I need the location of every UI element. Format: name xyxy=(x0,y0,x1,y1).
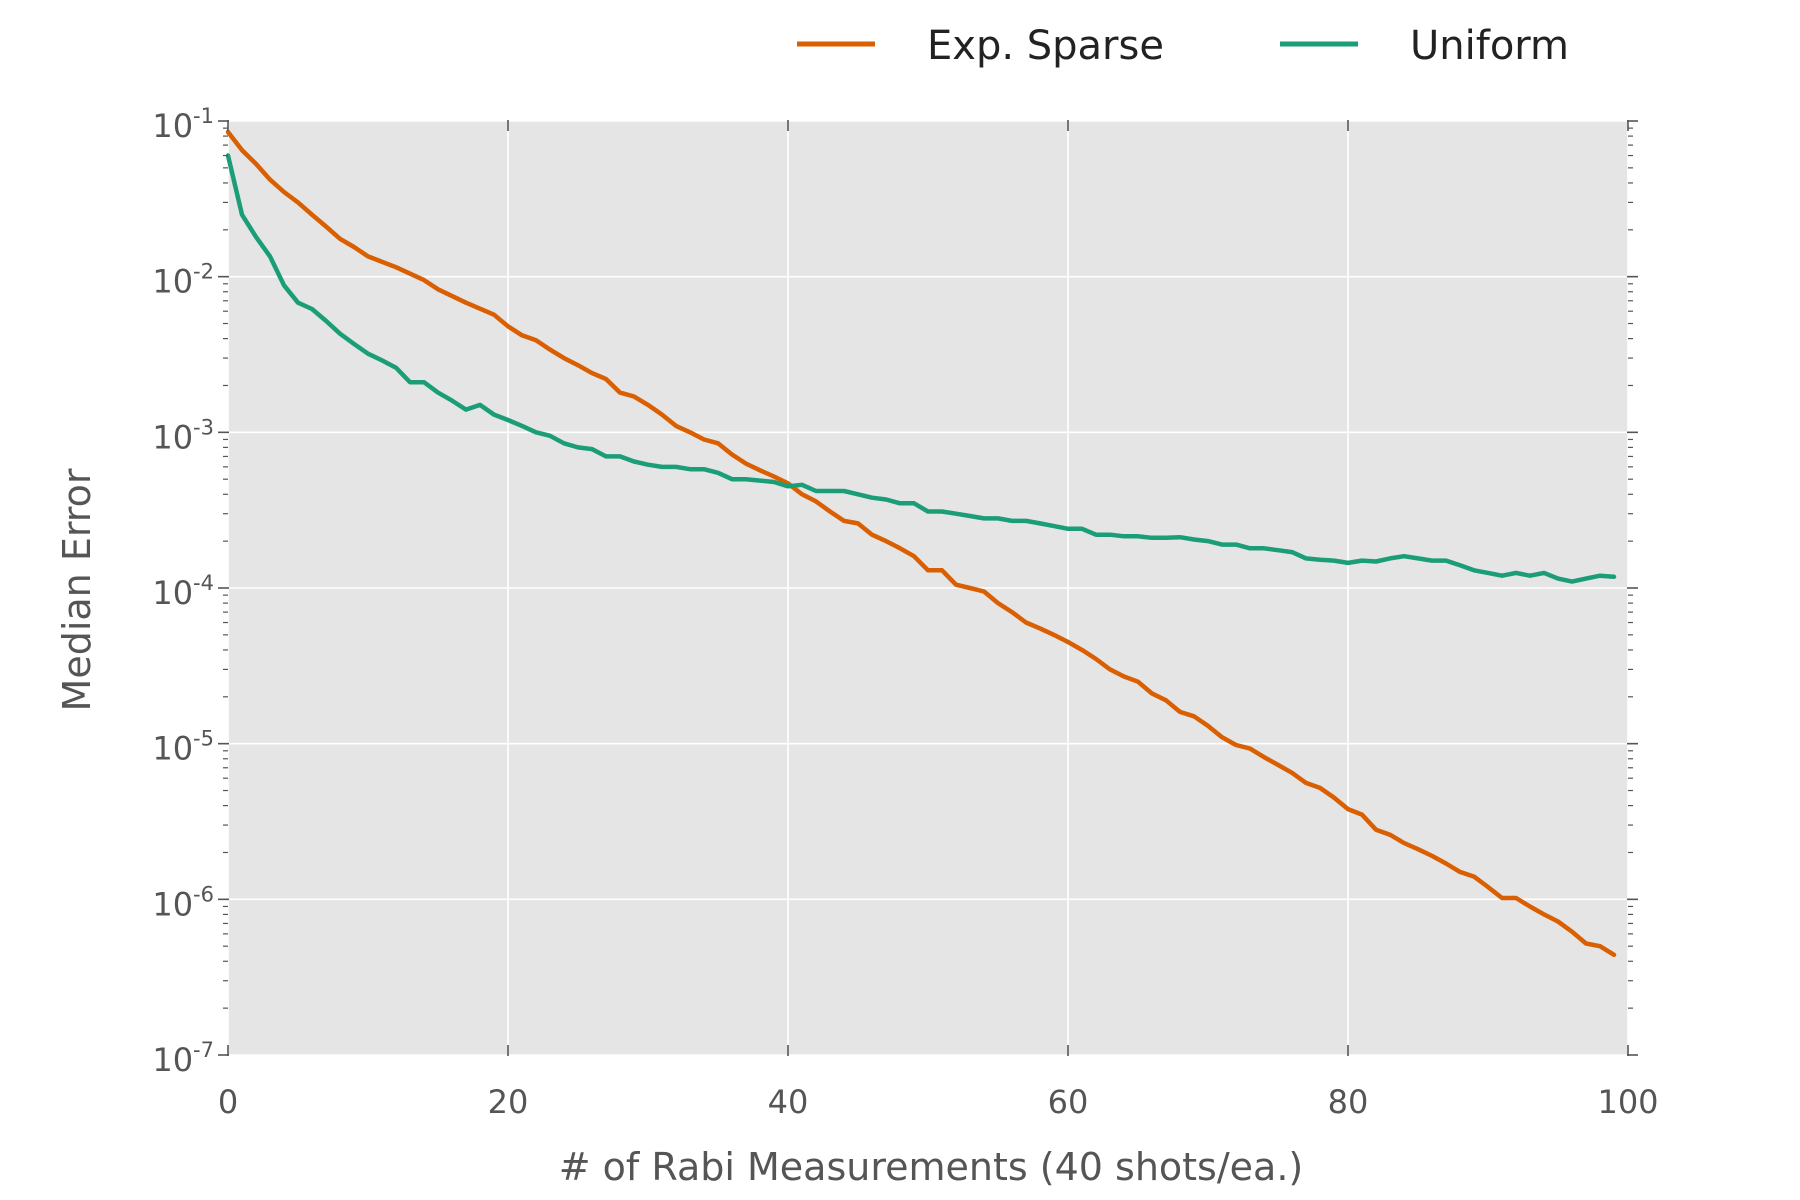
y-tick-label-base: 10 xyxy=(152,418,193,456)
y-tick-label--5: 10-5 xyxy=(152,727,214,768)
y-tick-label-exponent: -3 xyxy=(193,415,214,439)
legend-label-exp-sparse: Exp. Sparse xyxy=(927,23,1164,69)
y-tick-label-base: 10 xyxy=(152,730,193,768)
y-tick-label-base: 10 xyxy=(152,1041,193,1079)
y-tick-label-base: 10 xyxy=(152,263,193,301)
axis-ticks xyxy=(218,120,1638,1056)
legend: Exp. Sparse Uniform xyxy=(797,23,1569,69)
y-tick-label-base: 10 xyxy=(152,885,193,923)
x-axis-label: # of Rabi Measurements (40 shots/ea.) xyxy=(559,1145,1303,1189)
x-tick-label-100: 100 xyxy=(1597,1083,1658,1121)
x-tick-label-20: 20 xyxy=(488,1083,529,1121)
y-tick-label-exponent: -5 xyxy=(193,727,214,751)
y-tick-label-base: 10 xyxy=(152,107,193,145)
y-tick-label-exponent: -4 xyxy=(193,571,214,595)
x-tick-label-40: 40 xyxy=(768,1083,809,1121)
x-tick-label-80: 80 xyxy=(1328,1083,1369,1121)
y-tick-label-base: 10 xyxy=(152,574,193,612)
y-tick-label--2: 10-2 xyxy=(152,260,214,301)
y-tick-label--6: 10-6 xyxy=(152,882,214,923)
y-tick-label--1: 10-1 xyxy=(152,104,214,145)
grid xyxy=(227,120,1629,1056)
series-lines xyxy=(225,129,1617,958)
y-tick-label-exponent: -7 xyxy=(193,1038,214,1062)
y-tick-label--7: 10-7 xyxy=(152,1038,214,1079)
x-tick-label-0: 0 xyxy=(218,1083,238,1121)
y-tick-label--3: 10-3 xyxy=(152,415,214,456)
y-tick-label-exponent: -6 xyxy=(193,882,214,906)
series-line-exp-sparse xyxy=(225,129,1617,958)
legend-label-uniform: Uniform xyxy=(1410,23,1569,69)
x-tick-label-60: 60 xyxy=(1048,1083,1089,1121)
y-tick-label--4: 10-4 xyxy=(152,571,214,612)
y-axis-label: Median Error xyxy=(55,468,99,711)
y-tick-label-exponent: -1 xyxy=(193,104,214,128)
y-tick-label-exponent: -2 xyxy=(193,260,214,284)
series-line-uniform xyxy=(225,153,1617,584)
